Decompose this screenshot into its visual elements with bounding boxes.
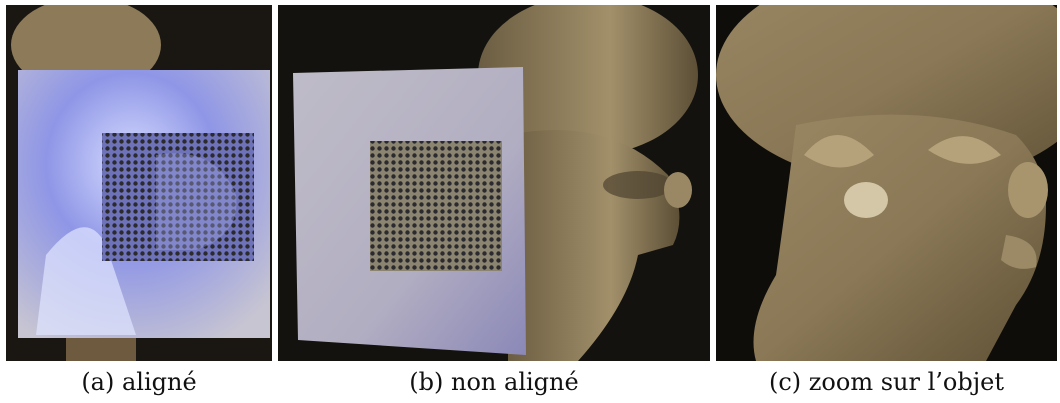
photo-misaligned: [278, 5, 710, 361]
caption-misaligned: (b) non aligné: [409, 368, 579, 396]
caption-zoom-object: (c) zoom sur l’objet: [768, 368, 1004, 396]
photo-aligned: [6, 5, 272, 361]
caption-aligned: (a) aligné: [81, 368, 197, 396]
photo-zoom-object: [716, 5, 1057, 361]
